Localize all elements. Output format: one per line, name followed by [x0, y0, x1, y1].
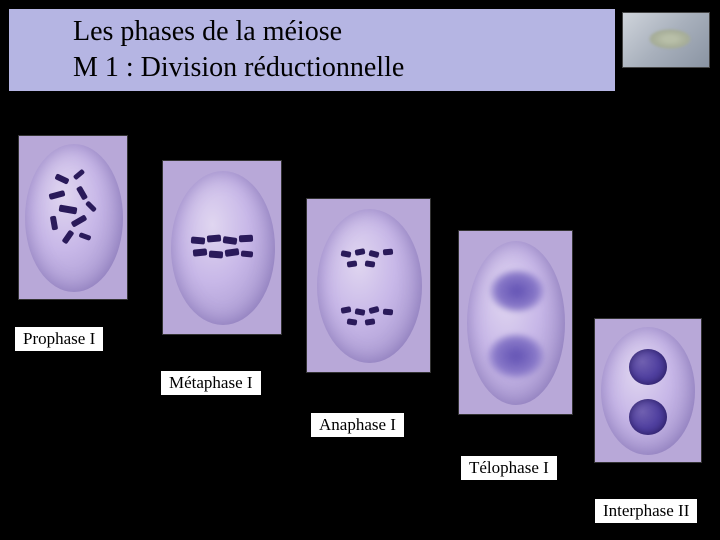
stage-telophase — [458, 230, 573, 415]
label-anaphase: Anaphase I — [310, 412, 405, 438]
title-line-1: Les phases de la méiose — [73, 14, 605, 50]
stage-metaphase — [162, 160, 282, 335]
prophase-cell-image — [18, 135, 128, 300]
title-line-2: M 1 : Division réductionnelle — [73, 50, 605, 86]
label-prophase: Prophase I — [14, 326, 104, 352]
metaphase-cell-image — [162, 160, 282, 335]
anaphase-cell-image — [306, 198, 431, 373]
stage-prophase — [18, 135, 128, 300]
label-interphase: Interphase II — [594, 498, 698, 524]
interphase-cell-image — [594, 318, 702, 463]
stage-anaphase — [306, 198, 431, 373]
label-metaphase: Métaphase I — [160, 370, 262, 396]
stage-interphase — [594, 318, 702, 463]
label-telophase: Télophase I — [460, 455, 558, 481]
title-panel: Les phases de la méiose M 1 : Division r… — [8, 8, 616, 92]
telophase-cell-image — [458, 230, 573, 415]
corner-microscopy-thumbnail — [622, 12, 710, 68]
